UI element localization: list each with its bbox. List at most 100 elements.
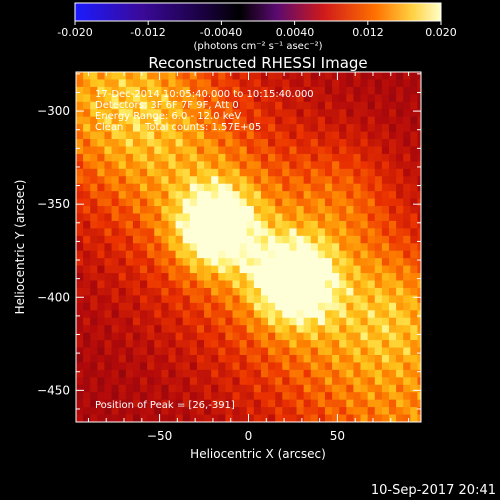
heatmap-cell — [76, 317, 84, 326]
heatmap-cell — [76, 79, 84, 88]
heatmap-cell — [225, 198, 234, 207]
heatmap-cell — [211, 161, 219, 170]
x-tick-label: −50 — [147, 429, 172, 443]
heatmap-cell — [211, 258, 219, 267]
heatmap-cell — [111, 250, 120, 259]
heatmap-cell — [253, 206, 262, 215]
heatmap-cell — [246, 302, 255, 311]
heatmap-cell — [310, 295, 319, 304]
heatmap-cell — [147, 362, 155, 371]
colorbar-tick-label: 0.020 — [425, 26, 457, 39]
heatmap-cell — [410, 258, 419, 267]
heatmap-cell — [97, 273, 106, 282]
heatmap-cell — [204, 153, 212, 162]
heatmap-cell — [182, 176, 191, 185]
heatmap-cell — [125, 79, 134, 88]
heatmap-cell — [161, 198, 170, 207]
heatmap-cell — [367, 235, 376, 244]
heatmap-cell — [168, 340, 177, 349]
heatmap-cell — [317, 414, 326, 422]
heatmap-cell — [132, 392, 141, 401]
heatmap-cell — [132, 287, 141, 297]
heatmap-cell — [232, 183, 241, 192]
heatmap-cell — [182, 228, 191, 237]
heatmap-cell — [204, 295, 212, 304]
heatmap-cell — [296, 131, 305, 140]
heatmap-cell — [417, 287, 421, 297]
heatmap-cell — [189, 124, 198, 133]
heatmap-cell — [346, 280, 355, 289]
heatmap-cell — [189, 206, 198, 215]
heatmap-cell — [388, 86, 397, 95]
heatmap-cell — [76, 399, 84, 408]
heatmap-cell — [246, 235, 255, 244]
heatmap-cell — [317, 168, 326, 177]
heatmap-cell — [417, 273, 421, 282]
heatmap-cell — [239, 407, 248, 416]
heatmap-cell — [196, 325, 205, 334]
heatmap-cell — [204, 354, 212, 364]
heatmap-cell — [97, 362, 106, 371]
heatmap-cell — [303, 332, 312, 341]
heatmap-cell — [111, 362, 120, 371]
heatmap-cell — [204, 287, 212, 297]
heatmap-cell — [367, 265, 376, 274]
heatmap-cell — [403, 116, 411, 125]
heatmap-cell — [324, 347, 333, 356]
heatmap-cell — [189, 146, 198, 155]
heatmap-cell — [132, 302, 141, 311]
heatmap-cell — [339, 168, 347, 177]
heatmap-cell — [403, 124, 411, 133]
heatmap-cell — [410, 407, 419, 416]
heatmap-cell — [189, 325, 198, 334]
heatmap-cell — [339, 101, 347, 110]
heatmap-cell — [140, 109, 148, 118]
heatmap-cell — [182, 243, 191, 252]
heatmap-cell — [76, 94, 84, 103]
heatmap-cell — [218, 153, 226, 162]
heatmap-cell — [90, 168, 98, 177]
heatmap-cell — [275, 168, 283, 177]
heatmap-cell — [303, 146, 312, 155]
heatmap-cell — [83, 228, 91, 237]
heatmap-cell — [196, 168, 205, 177]
heatmap-cell — [225, 168, 234, 177]
heatmap-cell — [417, 302, 421, 311]
heatmap-cell — [132, 354, 141, 364]
heatmap-cell — [403, 220, 411, 229]
heatmap-cell — [246, 153, 255, 162]
heatmap-cell — [289, 273, 298, 282]
heatmap-cell — [147, 101, 155, 110]
heatmap-cell — [367, 287, 376, 297]
heatmap-cell — [118, 191, 127, 200]
heatmap-cell — [132, 168, 141, 177]
heatmap-cell — [275, 250, 283, 259]
heatmap-cell — [125, 109, 134, 118]
heatmap-cell — [104, 392, 113, 401]
heatmap-cell — [76, 377, 84, 386]
heatmap-cell — [125, 86, 134, 95]
heatmap-cell — [225, 183, 234, 192]
heatmap-cell — [246, 392, 255, 401]
heatmap-cell — [140, 213, 148, 222]
heatmap-cell — [182, 317, 191, 326]
heatmap-cell — [196, 198, 205, 207]
heatmap-cell — [154, 258, 162, 267]
heatmap-cell — [246, 139, 255, 148]
heatmap-cell — [83, 86, 91, 95]
heatmap-cell — [111, 377, 120, 386]
heatmap-cell — [104, 280, 113, 289]
heatmap-cell — [410, 94, 419, 103]
heatmap-cell — [268, 198, 276, 207]
heatmap-cell — [189, 220, 198, 229]
heatmap-cell — [90, 414, 98, 422]
heatmap-cell — [282, 198, 290, 207]
heatmap-cell — [83, 198, 91, 207]
heatmap-cell — [324, 206, 333, 215]
heatmap-cell — [196, 94, 205, 103]
heatmap-cell — [403, 325, 411, 334]
heatmap-cell — [346, 362, 355, 371]
heatmap-cell — [225, 124, 234, 133]
heatmap-cell — [381, 220, 390, 229]
heatmap-cell — [275, 79, 283, 88]
